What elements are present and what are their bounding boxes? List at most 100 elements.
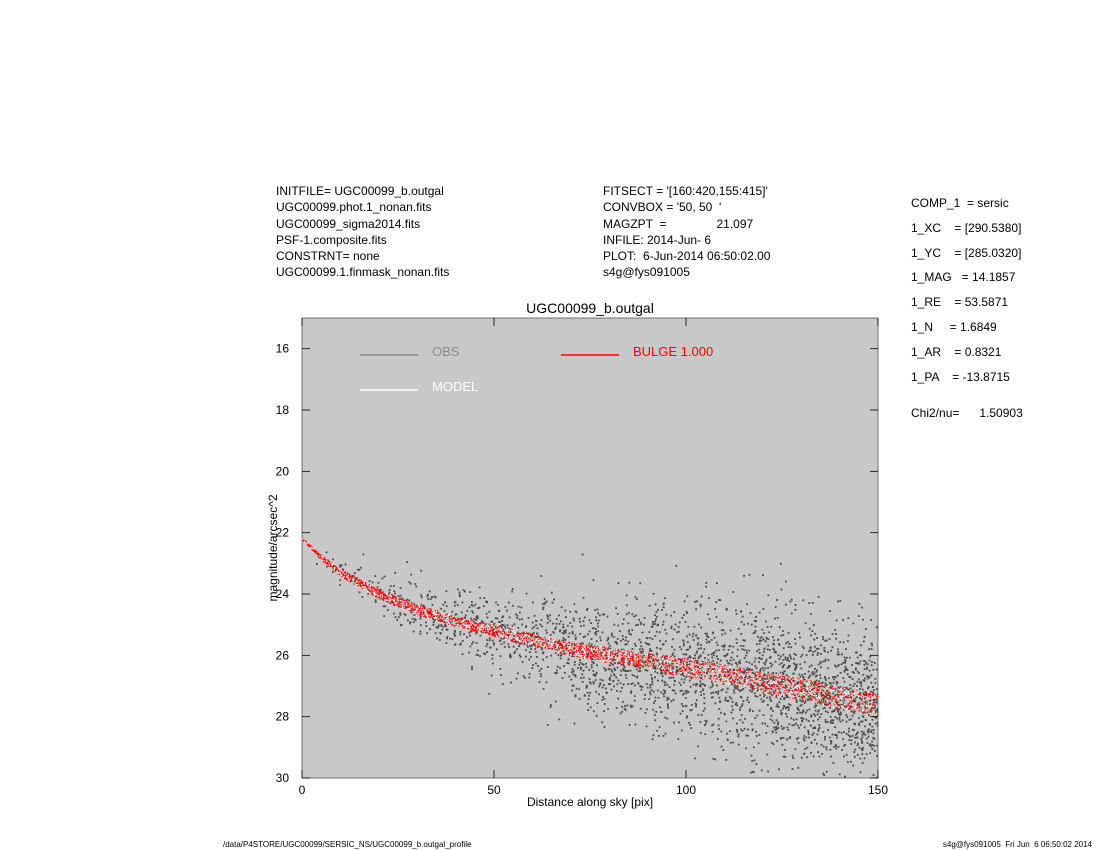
bulge-point: [511, 639, 513, 641]
obs-point: [664, 673, 667, 675]
obs-point: [703, 707, 706, 710]
bulge-point: [304, 540, 306, 542]
bulge-point: [666, 669, 668, 671]
bulge-point: [785, 679, 787, 681]
obs-point: [797, 741, 800, 744]
bulge-point: [610, 649, 612, 651]
obs-point: [837, 600, 839, 603]
obs-point: [661, 672, 664, 675]
obs-point: [649, 693, 652, 696]
bulge-point: [611, 655, 613, 657]
obs-point: [383, 575, 386, 578]
obs-point: [664, 672, 667, 674]
obs-point: [480, 631, 483, 634]
obs-point: [535, 662, 537, 665]
obs-point: [688, 633, 691, 636]
obs-point: [708, 597, 711, 599]
obs-point: [866, 711, 869, 714]
obs-point: [716, 684, 718, 687]
bulge-point: [732, 679, 734, 681]
bulge-point: [359, 585, 361, 587]
bulge-point: [727, 683, 729, 685]
bulge-point: [446, 622, 448, 624]
obs-point: [845, 686, 848, 689]
obs-point: [844, 661, 846, 664]
obs-point: [411, 608, 414, 610]
bulge-point: [586, 647, 588, 649]
obs-point: [817, 710, 819, 713]
obs-point: [819, 677, 822, 680]
bulge-point: [736, 670, 738, 672]
bulge-point: [393, 597, 395, 600]
bulge-point: [688, 673, 690, 675]
obs-point: [510, 681, 512, 684]
obs-point: [389, 585, 392, 588]
bulge-point: [589, 645, 591, 647]
obs-point: [696, 650, 698, 653]
obs-point: [699, 668, 701, 670]
bulge-point: [693, 669, 695, 672]
obs-point: [731, 683, 733, 686]
obs-point: [432, 621, 435, 624]
obs-point: [786, 659, 789, 662]
obs-point: [808, 708, 811, 711]
bulge-point: [488, 626, 490, 628]
obs-point: [714, 608, 716, 610]
obs-point: [686, 612, 688, 614]
bulge-point: [869, 695, 871, 697]
obs-point: [524, 677, 526, 679]
bulge-point: [708, 674, 710, 676]
bulge-point: [764, 691, 766, 693]
obs-point: [472, 624, 475, 627]
obs-point: [339, 579, 342, 581]
obs-point: [740, 714, 743, 716]
obs-point: [743, 623, 745, 626]
obs-point: [484, 653, 487, 656]
obs-point: [859, 771, 862, 774]
obs-point: [693, 657, 696, 660]
obs-point: [823, 649, 826, 652]
obs-point: [472, 641, 475, 643]
bulge-point: [417, 606, 419, 608]
obs-point: [592, 682, 595, 685]
obs-point: [844, 744, 846, 746]
bulge-point: [530, 633, 532, 635]
obs-point: [612, 663, 614, 666]
obs-point: [864, 677, 866, 680]
obs-point: [678, 630, 680, 633]
bulge-point: [541, 647, 544, 649]
bulge-point: [773, 684, 775, 686]
obs-point: [746, 699, 749, 701]
bulge-point: [378, 590, 380, 592]
obs-point: [824, 658, 827, 661]
obs-point: [712, 631, 714, 634]
bulge-point: [455, 619, 457, 621]
obs-point: [822, 745, 825, 748]
bulge-point: [864, 699, 866, 701]
bulge-point: [479, 632, 481, 634]
bulge-point: [430, 614, 433, 617]
obs-point: [816, 637, 818, 639]
obs-point: [588, 642, 591, 645]
obs-point: [595, 616, 597, 619]
obs-point: [607, 708, 609, 710]
obs-point: [719, 678, 722, 681]
obs-point: [610, 652, 612, 655]
bulge-point: [514, 631, 516, 633]
obs-point: [558, 718, 561, 721]
bulge-point: [422, 615, 425, 617]
bulge-point: [751, 679, 753, 681]
obs-point: [852, 764, 855, 767]
obs-point: [805, 654, 808, 656]
bulge-point: [779, 676, 781, 678]
bulge-point: [654, 657, 656, 659]
bulge-point: [543, 645, 545, 647]
bulge-point: [473, 626, 475, 628]
obs-point: [536, 632, 538, 635]
obs-point: [795, 667, 797, 669]
obs-point: [741, 705, 743, 707]
obs-point: [446, 636, 449, 638]
bulge-point: [839, 694, 841, 696]
obs-point: [835, 734, 838, 736]
obs-point: [545, 681, 548, 684]
